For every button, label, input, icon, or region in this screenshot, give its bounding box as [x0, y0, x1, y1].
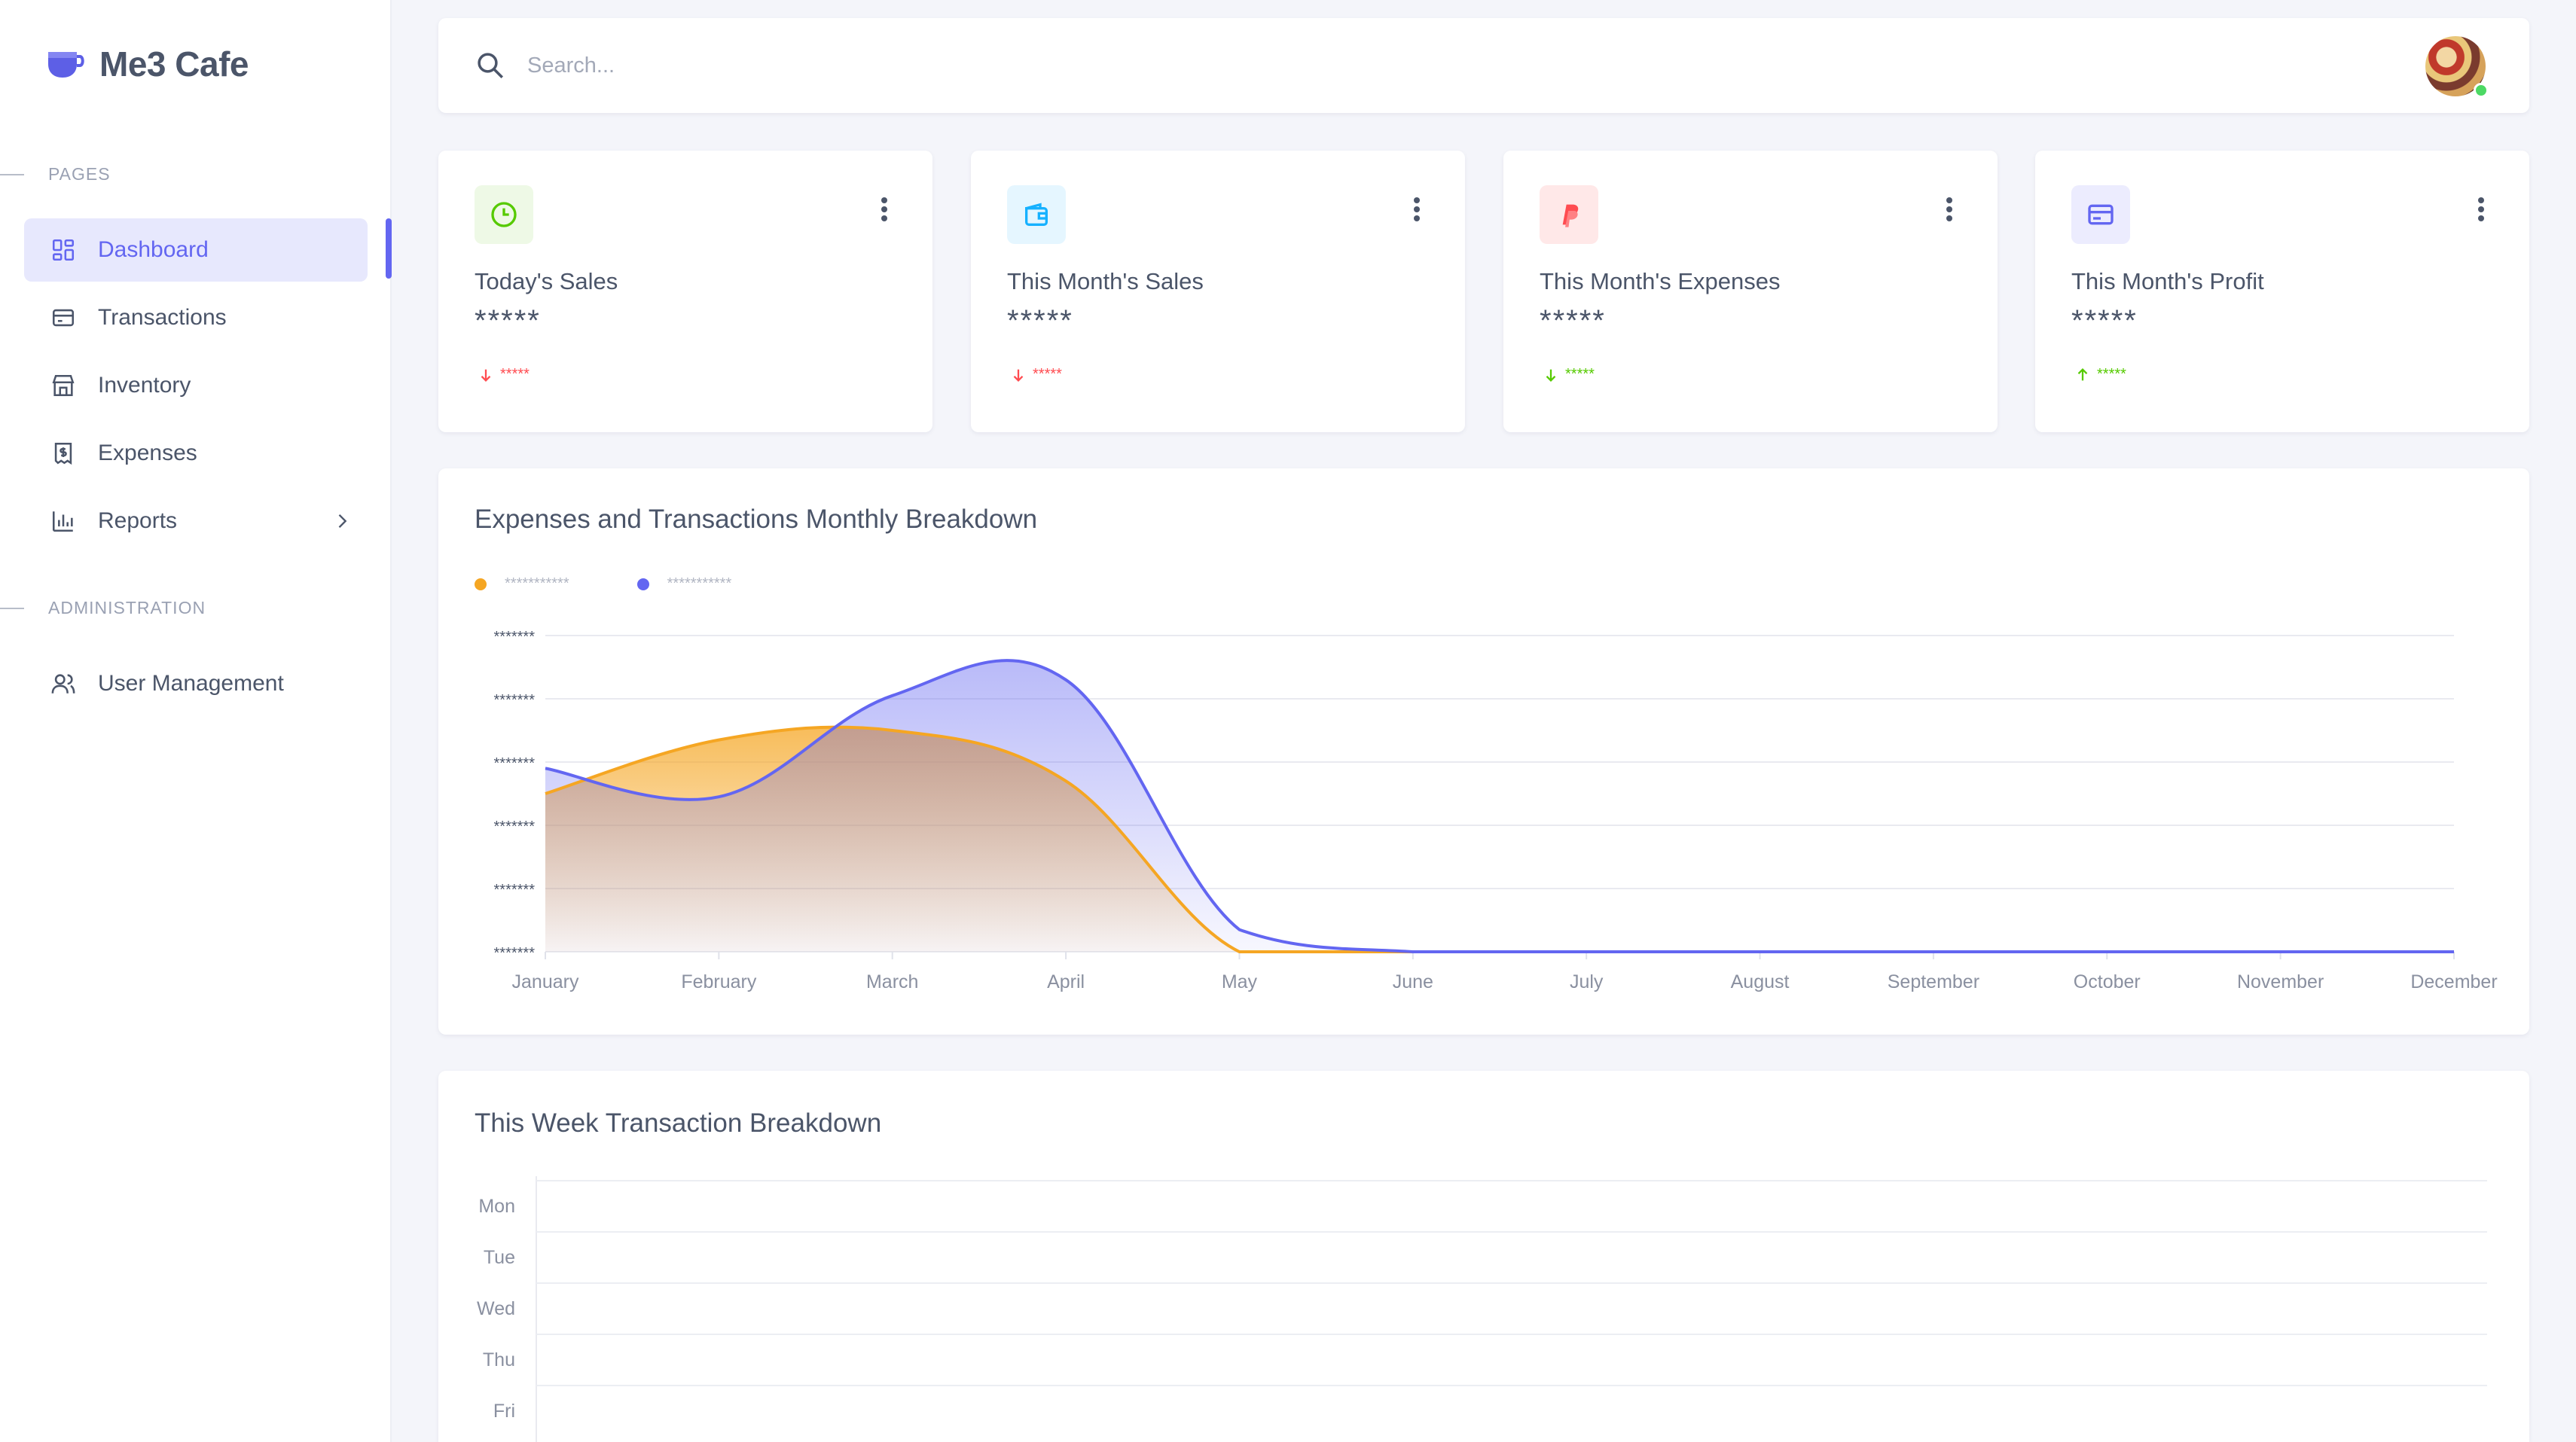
y-tick-label: *******	[494, 755, 536, 772]
sidebar-item-label: Dashboard	[98, 237, 209, 262]
chevron-right-icon	[338, 514, 347, 528]
credit-card-icon	[2071, 185, 2130, 244]
more-options-icon[interactable]	[2477, 196, 2486, 223]
sidebar-item-expenses[interactable]: Expenses	[24, 422, 368, 485]
sidebar-item-label: Expenses	[98, 441, 197, 465]
brand[interactable]: Me3 Cafe	[45, 44, 249, 84]
legend-item[interactable]: ***********	[475, 575, 569, 593]
paypal-icon	[1540, 185, 1598, 244]
sidebar-item-inventory[interactable]: Inventory	[24, 354, 368, 417]
store-icon	[50, 372, 77, 399]
receipt-dollar-icon	[50, 440, 77, 467]
card-value: *****	[1007, 304, 1073, 337]
card-trend: *****	[1543, 366, 1595, 383]
more-options-icon[interactable]	[1945, 196, 1954, 223]
y-tick-label: *******	[494, 819, 536, 835]
users-icon	[50, 670, 77, 697]
monthly-breakdown-panel: Expenses and Transactions Monthly Breakd…	[438, 468, 2529, 1035]
coffee-cup-icon	[48, 52, 84, 78]
stat-card-month-expenses: This Month's Expenses ***** *****	[1503, 151, 1998, 432]
sidebar-item-user-management[interactable]: User Management	[24, 652, 368, 715]
x-tick-label: August	[1731, 971, 1790, 992]
card-trend: *****	[2074, 366, 2126, 383]
stat-card-month-profit: This Month's Profit ***** *****	[2035, 151, 2529, 432]
x-tick-label: November	[2237, 971, 2324, 992]
x-tick-label: January	[512, 971, 579, 992]
sidebar-item-reports[interactable]: Reports	[24, 489, 368, 553]
x-tick-label: September	[1888, 971, 1979, 992]
sidebar-item-transactions[interactable]: Transactions	[24, 286, 368, 349]
card-value: *****	[1540, 304, 1606, 337]
search-icon[interactable]	[475, 50, 506, 81]
day-label: Thu	[483, 1349, 515, 1370]
card-title: This Month's Expenses	[1540, 268, 1781, 294]
monthly-area-chart: ******* ******* ******* ******* ******* *****…	[494, 629, 2498, 992]
legend-item[interactable]: ***********	[636, 575, 731, 593]
section-label-pages: PAGES	[0, 164, 111, 184]
sidebar-item-dashboard[interactable]: Dashboard	[24, 218, 368, 282]
weekly-bar-chart: Mon Tue Wed Thu Fri	[477, 1176, 2487, 1442]
brand-name: Me3 Cafe	[99, 44, 249, 84]
credit-card-icon	[50, 304, 77, 331]
active-indicator	[386, 218, 392, 279]
card-trend: *****	[478, 366, 530, 383]
sidebar-item-label: Transactions	[98, 305, 227, 330]
more-options-icon[interactable]	[880, 196, 889, 223]
wallet-icon	[1007, 185, 1066, 244]
bar-chart-icon	[50, 508, 77, 535]
x-tick-label: December	[2410, 971, 2497, 992]
y-tick-label: *******	[494, 629, 536, 645]
day-label: Fri	[493, 1401, 515, 1422]
stat-card-month-sales: This Month's Sales ***** *****	[971, 151, 1465, 432]
card-title: This Month's Profit	[2071, 268, 2264, 294]
y-tick-label: *******	[494, 882, 536, 898]
section-label-administration: ADMINISTRATION	[0, 598, 206, 618]
y-tick-label: *******	[494, 945, 536, 962]
pie-chart-icon	[475, 185, 533, 244]
weekly-breakdown-panel: This Week Transaction Breakdown Mon Tue We…	[438, 1071, 2529, 1442]
arrow-down-icon	[481, 369, 491, 382]
more-options-icon[interactable]	[1412, 196, 1421, 223]
sidebar-item-label: Inventory	[98, 373, 191, 398]
x-tick-label: June	[1393, 971, 1433, 992]
card-title: This Month's Sales	[1007, 268, 1204, 294]
day-label: Tue	[484, 1247, 515, 1268]
x-tick-label: October	[2074, 971, 2141, 992]
series-line	[545, 659, 2454, 953]
x-tick-label: July	[1570, 971, 1604, 992]
card-value: *****	[475, 304, 541, 337]
sidebar-item-label: Reports	[98, 508, 178, 533]
dashboard-grid-icon	[50, 236, 77, 264]
arrow-down-icon	[1546, 369, 1556, 382]
stat-card-todays-sales: Today's Sales ***** *****	[438, 151, 932, 432]
chart-legend: *********** ***********	[475, 575, 731, 593]
sidebar-item-label: User Management	[98, 671, 284, 696]
x-tick-label: March	[866, 971, 918, 992]
series-area	[545, 660, 2454, 952]
panel-title: This Week Transaction Breakdown	[475, 1108, 882, 1138]
online-status-dot	[2474, 83, 2489, 98]
card-title: Today's Sales	[475, 268, 618, 294]
x-tick-label: May	[1222, 971, 1258, 992]
day-label: Mon	[478, 1196, 515, 1217]
arrow-down-icon	[1013, 369, 1024, 382]
panel-title: Expenses and Transactions Monthly Breakd…	[475, 505, 1038, 534]
arrow-up-icon	[2077, 367, 2088, 380]
card-value: *****	[2071, 304, 2138, 337]
card-trend: *****	[1010, 366, 1062, 383]
y-tick-label: *******	[494, 692, 536, 709]
top-header	[438, 18, 2529, 113]
day-label: Wed	[477, 1298, 515, 1319]
search-input[interactable]	[527, 44, 1582, 87]
sidebar: Me3 Cafe PAGES Dashboard Transactions In…	[0, 0, 392, 1442]
x-tick-label: February	[681, 971, 757, 992]
x-tick-label: April	[1047, 971, 1085, 992]
